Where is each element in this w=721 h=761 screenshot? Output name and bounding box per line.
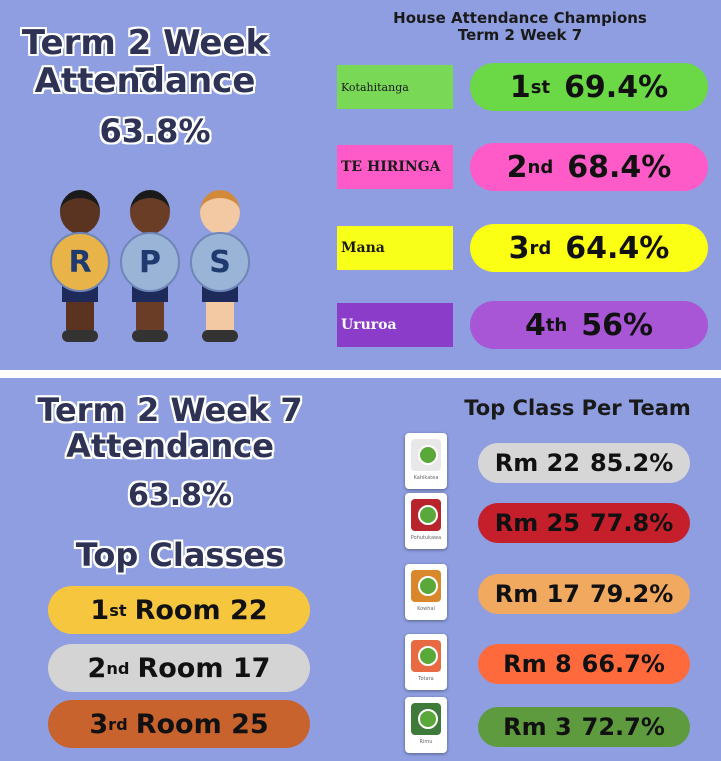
- tree: [418, 709, 438, 729]
- overall: 63.8%: [127, 478, 233, 513]
- title: Attendance: [34, 61, 256, 101]
- rank-suffix: rd: [529, 237, 552, 259]
- team-result: Rm 17 79.2%: [478, 574, 690, 614]
- kid-shoes: [132, 330, 168, 342]
- room: Rm 3: [503, 713, 572, 741]
- rank-suffix: rd: [108, 714, 128, 734]
- rank: 3: [89, 708, 109, 740]
- attendance-value: 56%: [581, 307, 654, 343]
- house-label: Mana: [337, 226, 453, 270]
- attendance-value: 72.7%: [581, 713, 665, 741]
- kid-head: [130, 190, 170, 234]
- house-label: TE HIRINGA: [337, 145, 453, 189]
- attendance-value: 79.2%: [589, 580, 674, 608]
- rank-suffix: st: [109, 600, 127, 620]
- rank-suffix: nd: [527, 156, 554, 178]
- team-result: Rm 25 77.8%: [478, 503, 690, 543]
- rank: 1: [90, 594, 110, 626]
- kid-head: [60, 190, 100, 234]
- title: Attendance: [66, 427, 274, 465]
- team-card: Kahikatea: [405, 433, 447, 489]
- house-label: Kotahitanga: [337, 65, 453, 109]
- tree: [418, 646, 438, 666]
- attendance-value: 66.7%: [581, 650, 665, 678]
- rank-suffix: th: [545, 314, 568, 336]
- overall: 63.8%: [99, 112, 211, 150]
- attendance-value: 69.4%: [564, 69, 669, 105]
- team-name: Rimu: [419, 739, 433, 745]
- attendance-value: 85.2%: [589, 449, 674, 477]
- team-card: Pohutukawa: [405, 493, 447, 549]
- rank: 3: [508, 230, 530, 266]
- rank-suffix: st: [530, 76, 551, 98]
- rank-suffix: nd: [106, 658, 130, 678]
- team-name: Kahikatea: [413, 475, 439, 481]
- rank: 2: [506, 149, 528, 185]
- room: Rm 25: [494, 509, 580, 537]
- room: Rm 17: [494, 580, 580, 608]
- room: Rm 22: [494, 449, 580, 477]
- rank: 1: [509, 69, 531, 105]
- house-label: Ururoa: [337, 303, 453, 347]
- attendance-value: 77.8%: [589, 509, 674, 537]
- letter-ball: P: [120, 232, 180, 292]
- team-result: Rm 3 72.7%: [478, 707, 690, 747]
- team-card: Totara: [405, 634, 447, 690]
- kid-shoes: [202, 330, 238, 342]
- champions-title: House Attendance Champions: [393, 9, 647, 27]
- tree: [418, 576, 438, 596]
- room: Room 25: [135, 708, 269, 740]
- title: Term 2 Week 7: [21, 23, 269, 101]
- kid-head: [200, 190, 240, 234]
- tree: [418, 445, 438, 465]
- title: Term 2 Week 7: [37, 391, 303, 429]
- attendance-value: 68.4%: [567, 149, 672, 185]
- attendance-value: 64.4%: [565, 230, 670, 266]
- top-classes-title: Top Classes: [75, 536, 285, 574]
- team-result: Rm 22 85.2%: [478, 443, 690, 483]
- bottom-panel: [0, 378, 721, 761]
- letter-ball: R: [50, 232, 110, 292]
- room: Room 17: [137, 652, 271, 684]
- tree: [418, 505, 438, 525]
- team-card: Rimu: [405, 697, 447, 753]
- rank: 4: [524, 307, 546, 343]
- team-result: Rm 8 66.7%: [478, 644, 690, 684]
- champions-title: Term 2 Week 7: [457, 26, 583, 44]
- room: Rm 8: [503, 650, 572, 678]
- team-name: Kowhai: [417, 606, 435, 612]
- rank: 2: [87, 652, 107, 684]
- kid-shoes: [62, 330, 98, 342]
- team-name: Pohutukawa: [410, 535, 442, 541]
- team-title: Top Class Per Team: [464, 396, 691, 420]
- letter-ball: S: [190, 232, 250, 292]
- team-card: Kowhai: [405, 564, 447, 620]
- room: Room 22: [134, 594, 268, 626]
- team-name: Totara: [418, 676, 434, 682]
